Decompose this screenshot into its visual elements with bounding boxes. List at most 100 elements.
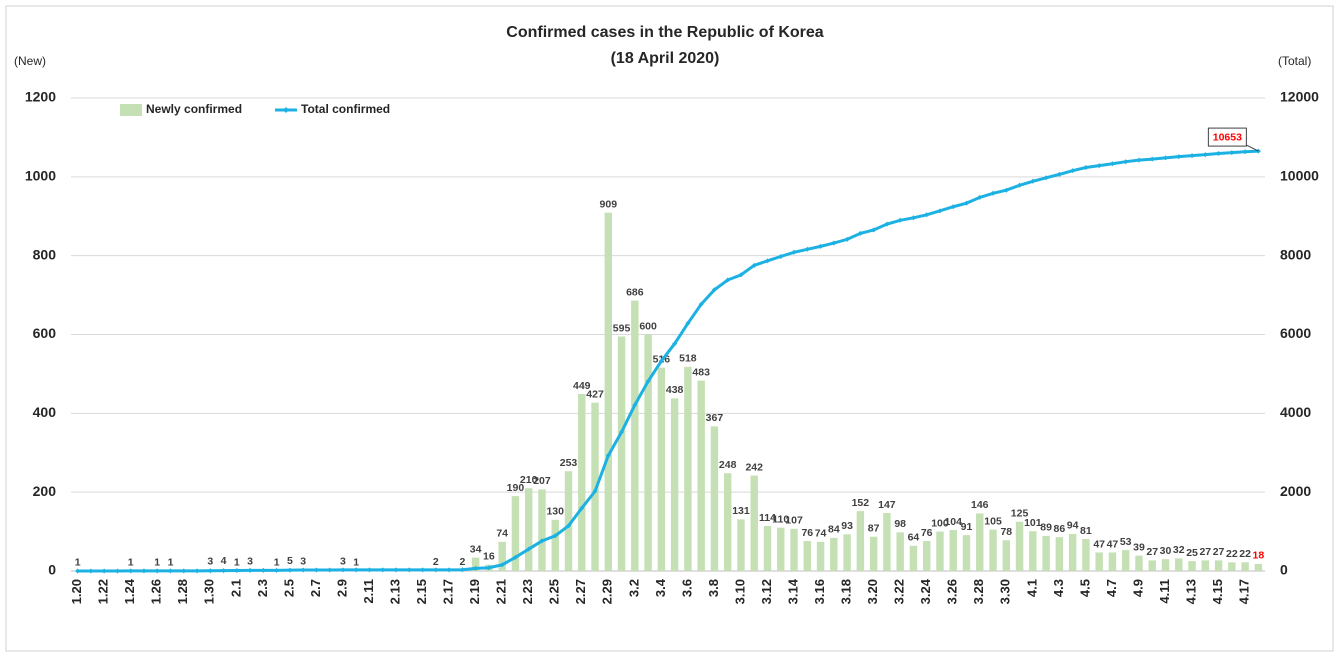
line-marker bbox=[168, 568, 173, 574]
bar bbox=[1175, 558, 1183, 571]
line-marker bbox=[871, 227, 877, 233]
line-marker bbox=[1043, 175, 1049, 181]
data-label: 93 bbox=[841, 520, 853, 532]
data-label: 101 bbox=[1024, 517, 1042, 529]
line-marker bbox=[1229, 150, 1235, 156]
line-marker bbox=[1202, 152, 1208, 158]
line-marker bbox=[1176, 154, 1182, 160]
bar bbox=[604, 212, 613, 571]
x-tick-label: 2.9 bbox=[334, 579, 349, 597]
line-marker bbox=[300, 567, 306, 573]
bar bbox=[697, 380, 705, 571]
data-label: 107 bbox=[785, 515, 803, 527]
data-label: 91 bbox=[961, 521, 973, 533]
y-tick-label: 1200 bbox=[25, 89, 56, 105]
line-marker bbox=[512, 554, 518, 560]
line-marker bbox=[1149, 156, 1155, 162]
line-marker bbox=[539, 538, 545, 544]
bar bbox=[922, 541, 931, 571]
line-marker bbox=[327, 567, 333, 573]
line-marker bbox=[818, 243, 824, 249]
x-tick-label: 2.5 bbox=[281, 579, 296, 597]
y2-axis-title: (Total) bbox=[1278, 54, 1311, 68]
line-marker bbox=[75, 568, 81, 574]
x-tick-label: 4.13 bbox=[1183, 579, 1198, 604]
line-marker bbox=[1242, 149, 1248, 155]
line-marker bbox=[141, 568, 147, 574]
x-tick-label: 4.7 bbox=[1104, 579, 1119, 597]
line-marker bbox=[831, 240, 837, 246]
data-label: 595 bbox=[613, 322, 631, 334]
y-tick-label: 400 bbox=[33, 404, 57, 420]
chart-title: Confirmed cases in the Republic of Korea bbox=[506, 24, 824, 41]
bar bbox=[551, 519, 559, 571]
line-marker bbox=[698, 301, 704, 307]
data-label: 1 bbox=[75, 556, 81, 568]
data-label: 27 bbox=[1213, 546, 1225, 558]
bar bbox=[1161, 559, 1170, 571]
data-label: 600 bbox=[639, 320, 657, 332]
data-label: 81 bbox=[1080, 525, 1092, 537]
line-marker bbox=[711, 287, 717, 293]
x-tick-label: 3.16 bbox=[812, 579, 827, 604]
x-tick-label: 3.12 bbox=[759, 579, 774, 604]
bar bbox=[869, 536, 878, 571]
line-marker bbox=[274, 567, 280, 573]
bar bbox=[564, 471, 573, 571]
callout-box bbox=[1207, 127, 1247, 147]
y-tick-label: 0 bbox=[48, 562, 56, 578]
line-marker bbox=[207, 568, 213, 574]
data-label: 3 bbox=[340, 556, 346, 568]
data-label: 18 bbox=[1253, 550, 1265, 562]
bar bbox=[763, 526, 772, 571]
line-marker bbox=[738, 272, 744, 278]
line-marker bbox=[672, 341, 678, 347]
data-label: 25 bbox=[1186, 547, 1198, 559]
bar bbox=[843, 534, 851, 571]
bar bbox=[471, 557, 480, 571]
bar bbox=[803, 541, 812, 571]
line-marker bbox=[1189, 153, 1195, 159]
data-label: 207 bbox=[533, 475, 551, 487]
data-label: 147 bbox=[878, 499, 896, 511]
x-tick-label: 3.18 bbox=[839, 579, 854, 604]
data-label: 253 bbox=[560, 457, 578, 469]
y2-tick-label: 12000 bbox=[1280, 89, 1319, 105]
bar bbox=[1029, 531, 1037, 571]
y2-tick-label: 2000 bbox=[1280, 483, 1311, 499]
legend-label: Newly confirmed bbox=[146, 102, 242, 116]
data-label: 242 bbox=[745, 461, 763, 473]
x-tick-label: 2.23 bbox=[520, 579, 535, 604]
line-marker bbox=[260, 567, 266, 573]
line-marker bbox=[1056, 171, 1062, 177]
x-tick-label: 3.20 bbox=[865, 579, 880, 604]
line-marker bbox=[287, 567, 293, 573]
data-label: 22 bbox=[1226, 548, 1238, 560]
x-tick-label: 3.30 bbox=[998, 579, 1013, 604]
bar bbox=[1241, 562, 1249, 571]
bar bbox=[830, 537, 838, 571]
data-label: 3 bbox=[247, 556, 253, 568]
line-marker bbox=[658, 358, 664, 364]
bar bbox=[949, 530, 957, 571]
bar bbox=[737, 519, 745, 571]
line-marker bbox=[420, 567, 426, 573]
line-marker bbox=[645, 378, 651, 384]
data-label: 2 bbox=[433, 556, 439, 568]
bar bbox=[976, 513, 984, 571]
bar bbox=[909, 545, 918, 571]
line-marker bbox=[367, 567, 372, 573]
data-label: 89 bbox=[1040, 522, 1052, 534]
line-marker bbox=[924, 212, 930, 218]
y-tick-label: 600 bbox=[33, 325, 57, 341]
bar bbox=[498, 541, 506, 571]
x-tick-label: 4.1 bbox=[1024, 579, 1039, 597]
x-tick-label: 4.11 bbox=[1157, 579, 1172, 604]
line-marker bbox=[1123, 159, 1129, 165]
x-tick-label: 1.20 bbox=[69, 579, 84, 604]
data-label: 84 bbox=[828, 524, 840, 536]
line-marker bbox=[910, 215, 916, 221]
x-tick-label: 3.10 bbox=[732, 579, 747, 604]
line-marker bbox=[181, 568, 187, 574]
bar bbox=[644, 334, 652, 571]
